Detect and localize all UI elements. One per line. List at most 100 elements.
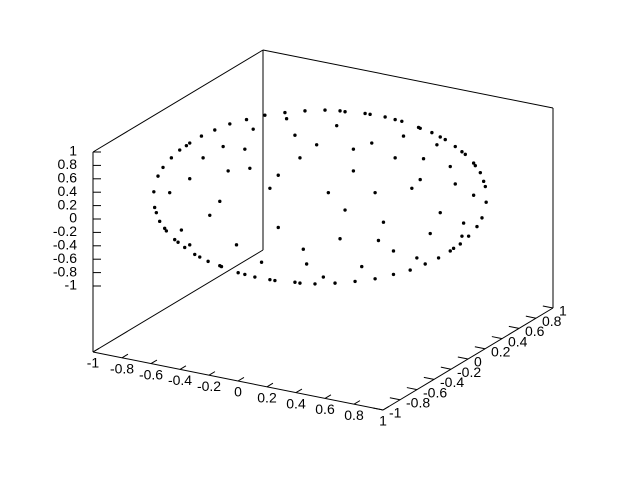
scatter-point xyxy=(184,143,189,148)
y-tick-label: 0.6 xyxy=(525,323,545,339)
x-tick-label: 0.4 xyxy=(286,395,306,411)
scatter-point xyxy=(435,143,439,147)
scatter-point xyxy=(363,111,367,116)
y-tick-label: 0.8 xyxy=(542,313,562,329)
scatter-point xyxy=(321,275,326,279)
scatter-point xyxy=(484,200,488,204)
scatter-point xyxy=(373,190,377,195)
x-tick-label: -1 xyxy=(87,355,100,371)
x-tick-label: 0 xyxy=(234,384,242,400)
scatter-point xyxy=(408,268,412,272)
scatter-point xyxy=(418,126,422,130)
scatter-point xyxy=(338,109,342,113)
top-back-line xyxy=(262,49,554,109)
scatter-point xyxy=(188,177,192,181)
scatter-point xyxy=(393,117,397,122)
scatter-point xyxy=(460,234,464,238)
scatter-point xyxy=(400,119,404,124)
scatter-point xyxy=(313,282,317,286)
scatter-point xyxy=(448,249,452,253)
y-tick xyxy=(440,366,452,370)
z-tick-label: 0.2 xyxy=(58,196,78,212)
scatter-point xyxy=(243,272,247,277)
scatter-point xyxy=(438,135,442,139)
x-tick xyxy=(92,348,100,353)
scatter-point xyxy=(343,110,347,114)
scatter-point xyxy=(178,148,182,152)
scatter-point xyxy=(234,243,239,247)
scatter-point xyxy=(284,117,289,121)
scatter-point xyxy=(458,242,462,246)
x-tick-label: -0.8 xyxy=(110,361,134,377)
y-tick xyxy=(508,325,520,329)
scatter-point xyxy=(475,224,479,229)
scatter-point xyxy=(198,255,202,259)
scatter-point xyxy=(353,279,357,284)
scatter-point xyxy=(226,169,230,173)
scatter-point xyxy=(263,113,267,117)
data-points xyxy=(152,108,488,286)
scatter-point xyxy=(156,174,160,178)
y-tick xyxy=(389,397,401,401)
scatter-point xyxy=(481,179,486,184)
scatter-point xyxy=(273,278,277,283)
scatter-point xyxy=(259,260,264,264)
scatter-point xyxy=(276,225,280,230)
z-tick-label: 0.8 xyxy=(58,156,78,172)
scatter-point xyxy=(208,213,212,217)
scatter-point xyxy=(453,182,457,186)
scatter-point xyxy=(351,169,356,173)
y-tick-label: 0 xyxy=(474,354,482,370)
z-tick-label: -0.2 xyxy=(53,223,77,239)
scatter-point xyxy=(253,275,257,279)
scatter-point xyxy=(176,240,180,244)
z-tick-label: -1 xyxy=(65,277,78,293)
scatter-point xyxy=(335,123,339,128)
y-tick-label: 0.4 xyxy=(508,333,528,349)
y-tick xyxy=(525,315,537,319)
scatter-point xyxy=(391,272,396,277)
z-tick-label: -0.6 xyxy=(53,250,77,266)
x-tick-label: 0.6 xyxy=(315,401,335,417)
scatter-point xyxy=(360,264,364,269)
scatter-point xyxy=(173,237,177,242)
scatter-point xyxy=(373,277,377,281)
scatter-point xyxy=(338,237,342,241)
x-tick xyxy=(121,353,129,359)
scatter-point xyxy=(293,280,297,284)
y-tick xyxy=(423,376,435,380)
scatter-point xyxy=(370,141,374,145)
y-tick xyxy=(542,305,554,309)
scatter-point xyxy=(268,277,272,282)
scatter-point xyxy=(326,190,331,195)
x-tick xyxy=(295,388,303,394)
axes-box xyxy=(92,49,554,411)
x-tick xyxy=(237,377,245,382)
scatter-point xyxy=(471,193,476,197)
x-tick xyxy=(266,382,274,388)
x-tick xyxy=(382,406,390,411)
scatter-point xyxy=(473,163,478,168)
scatter-point xyxy=(480,216,484,220)
scatter-point xyxy=(268,186,272,190)
scatter-point xyxy=(415,256,419,260)
x-tick xyxy=(353,400,361,405)
z-tick-label: 1 xyxy=(69,143,77,159)
axis-tick-labels: -1 -0.8 -0.6 -0.4 -0.2 0 0.2 0.4 0.6 0.8 1 -1-0.8-0… xyxy=(53,143,567,429)
x-tick xyxy=(179,365,187,370)
scatter-point xyxy=(162,226,167,231)
scatter-point xyxy=(304,262,309,266)
scatter-point xyxy=(438,210,442,215)
scatter-point xyxy=(201,156,205,160)
scatter-point xyxy=(193,252,197,257)
z-tick-label: 0 xyxy=(69,210,77,226)
x-tick xyxy=(208,371,216,376)
axis-ticks xyxy=(92,151,554,411)
scatter-point xyxy=(418,177,422,182)
y-tick-label: -0.4 xyxy=(440,374,464,390)
scatter-point xyxy=(293,133,297,137)
scatter-point xyxy=(152,205,157,210)
top-left-line xyxy=(92,49,264,153)
y-tick xyxy=(491,336,503,340)
scatter-point xyxy=(218,264,222,268)
